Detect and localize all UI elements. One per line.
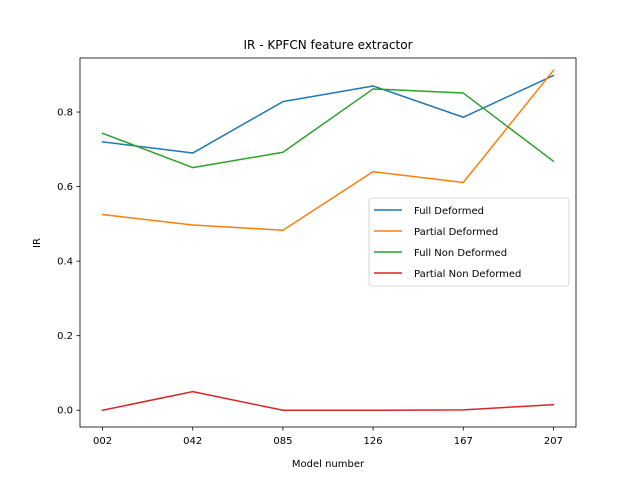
legend-box [368,197,570,287]
series-line-1 [101,69,555,231]
x-tick-label: 002 [93,436,112,447]
x-tick-label: 207 [544,436,563,447]
y-tick-label: 0.2 [57,331,73,342]
legend-label-0: Full Deformed [414,206,484,217]
x-tick-label: 042 [183,436,202,447]
x-axis-label: Model number [292,459,365,470]
series-line-0 [101,74,555,154]
series-line-2 [101,88,555,169]
legend-label-3: Partial Non Deformed [414,269,521,280]
y-tick-label: 0.8 [57,108,73,119]
y-tick-label: 0.0 [57,406,73,417]
series-layer [101,69,555,412]
x-tick-label: 085 [273,436,292,447]
legend-label-1: Partial Deformed [414,227,498,238]
series-line-3 [101,390,555,412]
x-tick-label: 126 [364,436,383,447]
chart-title: IR - KPFCN feature extractor [244,38,413,52]
plot-frame [79,57,577,428]
axes-layer: 002 042 085 126 167 207 0.0 0.2 0.4 0.6 0.8 [57,57,577,447]
x-tick-label: 167 [454,436,473,447]
legend-label-2: Full Non Deformed [414,248,507,259]
y-tick-label: 0.6 [57,182,73,193]
legend: Full Deformed Partial Deformed Full Non De… [368,197,570,287]
y-axis-label: IR [32,238,43,248]
y-tick-label: 0.4 [57,257,73,268]
